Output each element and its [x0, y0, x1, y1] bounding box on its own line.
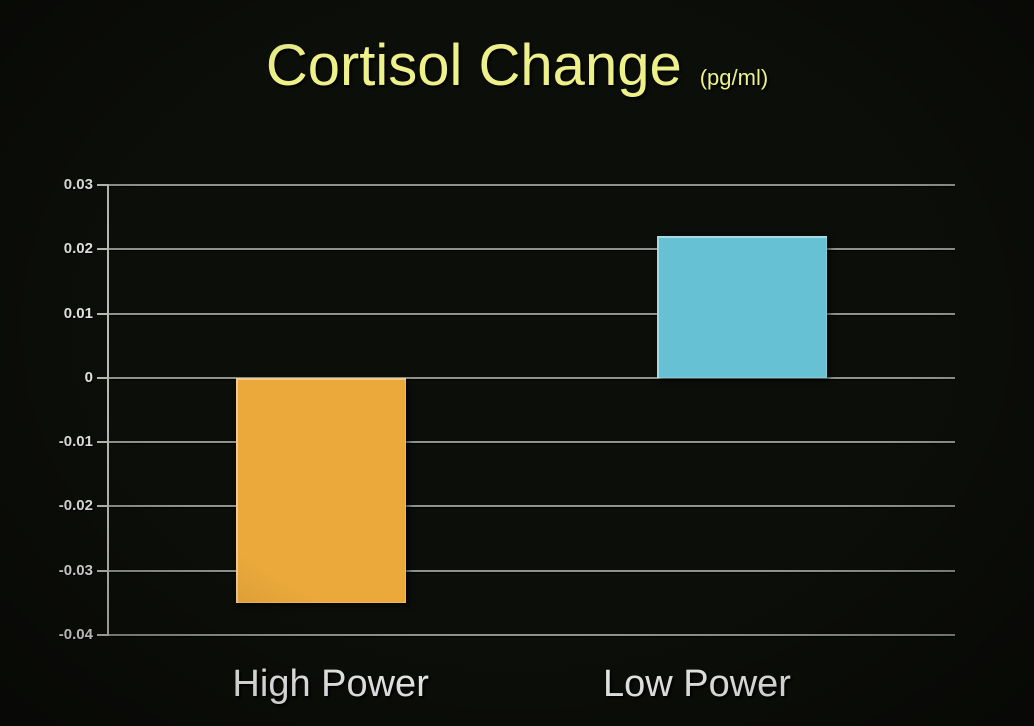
- bar-high-power: [235, 377, 406, 603]
- y-axis-tick: [97, 441, 109, 444]
- chart-title-units: (pg/ml): [699, 65, 769, 90]
- gridline: [109, 505, 955, 508]
- chart-title-row: Cortisol Change (pg/ml): [0, 32, 1034, 99]
- gridline: [109, 248, 955, 251]
- y-tick-label: -0.02: [58, 497, 93, 515]
- y-axis-tick: [97, 184, 109, 186]
- gridline: [109, 441, 955, 444]
- y-axis-tick: [97, 569, 109, 572]
- y-tick-label: 0: [84, 368, 93, 386]
- chart-title: Cortisol Change: [265, 33, 682, 98]
- gridline: [109, 184, 955, 186]
- y-tick-label: 0.03: [63, 176, 93, 193]
- y-tick-label: -0.01: [58, 433, 93, 451]
- y-tick-label: -0.04: [58, 626, 93, 643]
- category-label: Low Power: [602, 663, 791, 705]
- plot-area: 0.03 0.02 0.01 0 -0.01 -0.02 -0.03 -0.04 High Po…: [59, 176, 955, 705]
- y-axis-line: [107, 185, 109, 635]
- gridline: [109, 569, 955, 572]
- y-axis-tick: [97, 248, 109, 251]
- y-tick-label: 0.01: [63, 304, 93, 322]
- gridline: [109, 376, 955, 379]
- y-axis-tick: [97, 376, 109, 379]
- category-label: High Power: [232, 663, 429, 705]
- y-axis-tick: [97, 505, 109, 508]
- bar-low-power: [656, 236, 827, 378]
- y-tick-label: -0.03: [58, 561, 93, 579]
- y-tick-label: 0.02: [63, 240, 93, 258]
- gridline: [109, 634, 955, 636]
- gridline: [109, 312, 955, 315]
- y-axis-tick: [97, 312, 109, 315]
- y-axis-tick: [97, 634, 109, 636]
